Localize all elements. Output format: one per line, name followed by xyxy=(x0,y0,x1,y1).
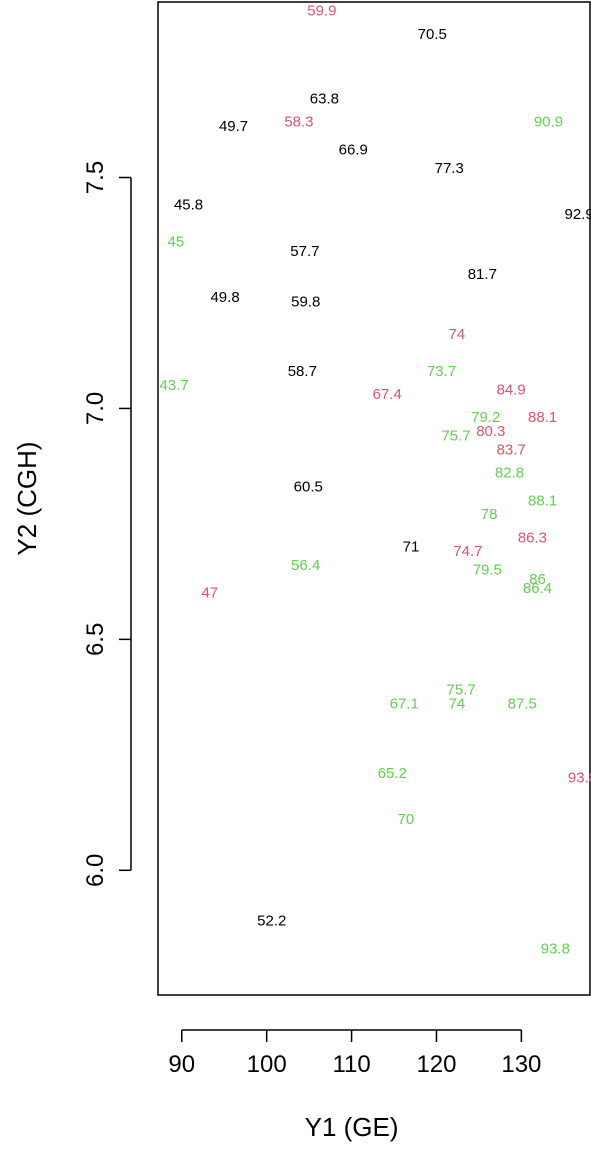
data-point-label: 58.3 xyxy=(284,114,313,131)
data-point-label: 47 xyxy=(201,585,218,602)
data-point-label: 82.8 xyxy=(495,465,524,482)
data-point-label: 58.7 xyxy=(288,363,317,380)
data-point-label: 81.7 xyxy=(468,266,497,283)
data-point-label: 80.3 xyxy=(476,423,505,440)
data-point-label: 71 xyxy=(403,538,420,555)
data-point-label: 79.2 xyxy=(471,409,500,426)
data-point-label: 43.7 xyxy=(160,377,189,394)
x-tick-label: 130 xyxy=(501,1051,541,1078)
y-axis-title: Y2 (CGH) xyxy=(12,441,42,555)
data-point-label: 86.4 xyxy=(523,580,552,597)
data-point-label: 74 xyxy=(449,696,466,713)
data-point-label: 65.2 xyxy=(378,765,407,782)
data-point-label: 83.7 xyxy=(497,442,526,459)
data-labels: 59.9 70.5 63.8 49.7 58.3 90.9 66.9 77.3 45.8 92.9… xyxy=(160,3,591,958)
data-point-label: 93.8 xyxy=(541,940,570,957)
data-point-label: 74.7 xyxy=(453,543,482,560)
data-point-label: 87.5 xyxy=(508,696,537,713)
data-point-label: 49.7 xyxy=(219,118,248,135)
x-tick-label: 120 xyxy=(416,1051,456,1078)
x-tick-label: 90 xyxy=(168,1051,195,1078)
data-point-label: 60.5 xyxy=(294,478,323,495)
data-point-label: 93.8 xyxy=(568,769,591,786)
data-point-label: 45.8 xyxy=(174,197,203,214)
data-point-label: 56.4 xyxy=(291,557,320,574)
y-tick-label: 7.0 xyxy=(82,392,109,425)
x-axis-title: Y1 (GE) xyxy=(305,1112,399,1142)
data-point-label: 67.1 xyxy=(390,696,419,713)
y-tick-label: 6.5 xyxy=(82,623,109,656)
data-point-label: 59.9 xyxy=(307,3,336,20)
y-tick-label: 7.5 xyxy=(82,161,109,194)
data-point-label: 70.5 xyxy=(418,26,447,43)
data-point-label: 88.1 xyxy=(528,409,557,426)
data-point-label: 70 xyxy=(398,811,415,828)
x-tick-label: 110 xyxy=(332,1051,370,1078)
data-point-label: 63.8 xyxy=(310,90,339,107)
data-point-label: 77.3 xyxy=(435,160,464,177)
data-point-label: 52.2 xyxy=(257,913,286,930)
data-point-label: 57.7 xyxy=(290,243,319,260)
data-point-label: 73.7 xyxy=(427,363,456,380)
data-point-label: 78 xyxy=(481,506,498,523)
data-point-label: 74 xyxy=(449,326,466,343)
data-point-label: 49.8 xyxy=(210,289,239,306)
data-point-label: 86.3 xyxy=(518,529,547,546)
data-point-label: 66.9 xyxy=(339,141,368,158)
data-point-label: 59.8 xyxy=(291,294,320,311)
data-point-label: 86 xyxy=(529,571,546,588)
y-tick-label: 6.0 xyxy=(82,854,109,887)
data-point-label: 90.9 xyxy=(534,114,563,131)
data-point-label: 45 xyxy=(167,234,184,251)
data-point-label: 79.5 xyxy=(473,562,502,579)
data-point-label: 75.7 xyxy=(441,428,470,445)
data-point-label: 75.7 xyxy=(446,682,475,699)
y-axis: 6.0 6.5 7.0 7.5 xyxy=(82,161,132,887)
plot-frame xyxy=(157,1,591,996)
x-axis: 90 100 110 120 130 xyxy=(168,1029,541,1078)
data-point-label: 92.9 xyxy=(565,206,591,223)
x-tick-label: 100 xyxy=(247,1051,287,1078)
data-point-label: 67.4 xyxy=(373,386,402,403)
data-point-label: 88.1 xyxy=(528,492,557,509)
data-point-label: 84.9 xyxy=(497,381,526,398)
